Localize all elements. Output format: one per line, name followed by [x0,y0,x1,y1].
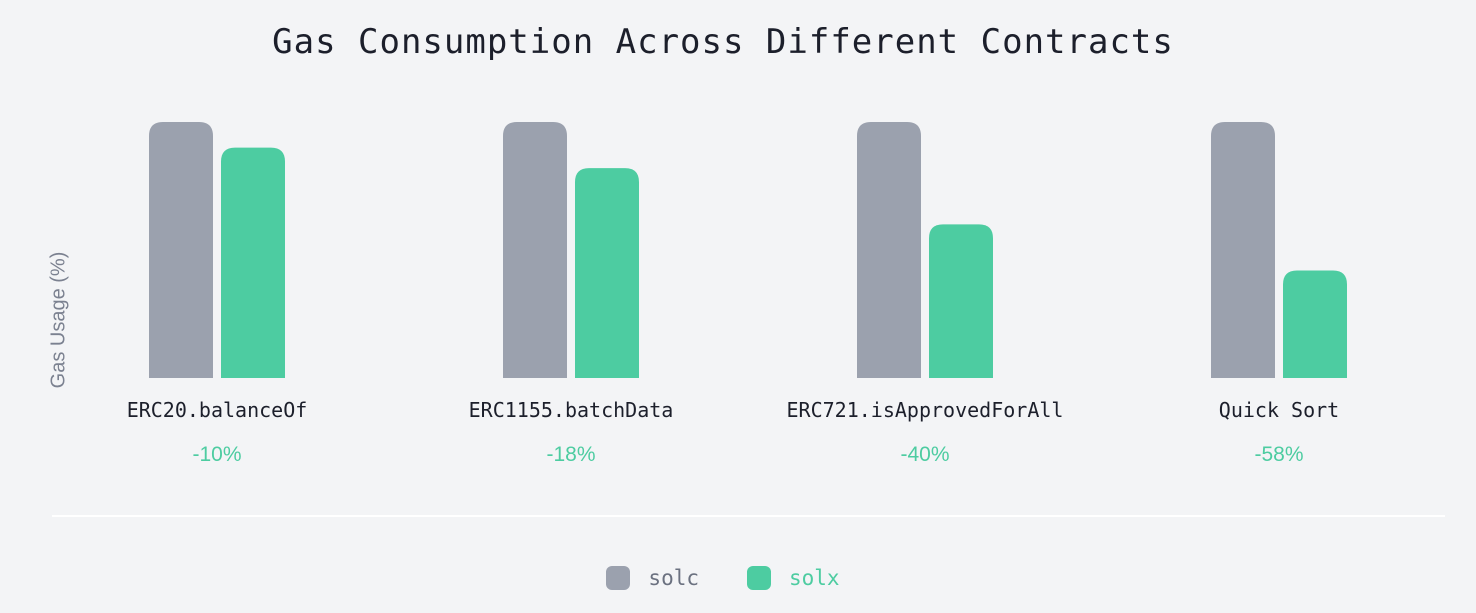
legend-swatch-solx [747,566,771,590]
category-label: Quick Sort [1218,398,1340,422]
reduction-annotation: -18% [546,443,596,466]
legend-label-solc: solc [648,566,699,590]
legend-divider [52,515,1445,517]
category-label: ERC1155.batchData [468,398,674,422]
bar-solx-2 [575,168,639,378]
legend: solc solx [0,566,1446,590]
bar-solx-3 [929,224,993,378]
category-label: ERC721.isApprovedForAll [786,398,1064,422]
bar-solc-2 [503,122,567,378]
bar-solc-3 [857,122,921,378]
bar-solx-4 [1283,270,1347,378]
legend-item-solx[interactable]: solx [747,566,840,590]
bar-solc-1 [149,122,213,378]
legend-label-solx: solx [789,566,840,590]
reduction-annotation: -10% [192,443,242,466]
legend-swatch-solc [606,566,631,590]
bar-solx-1 [221,147,285,378]
reduction-annotation: -58% [1254,443,1304,466]
reduction-annotation: -40% [900,443,950,466]
legend-item-solc[interactable]: solc [606,566,699,590]
chart-title: Gas Consumption Across Different Contrac… [272,22,1174,62]
category-label: ERC20.balanceOf [126,398,308,422]
bar-solc-4 [1211,122,1275,378]
